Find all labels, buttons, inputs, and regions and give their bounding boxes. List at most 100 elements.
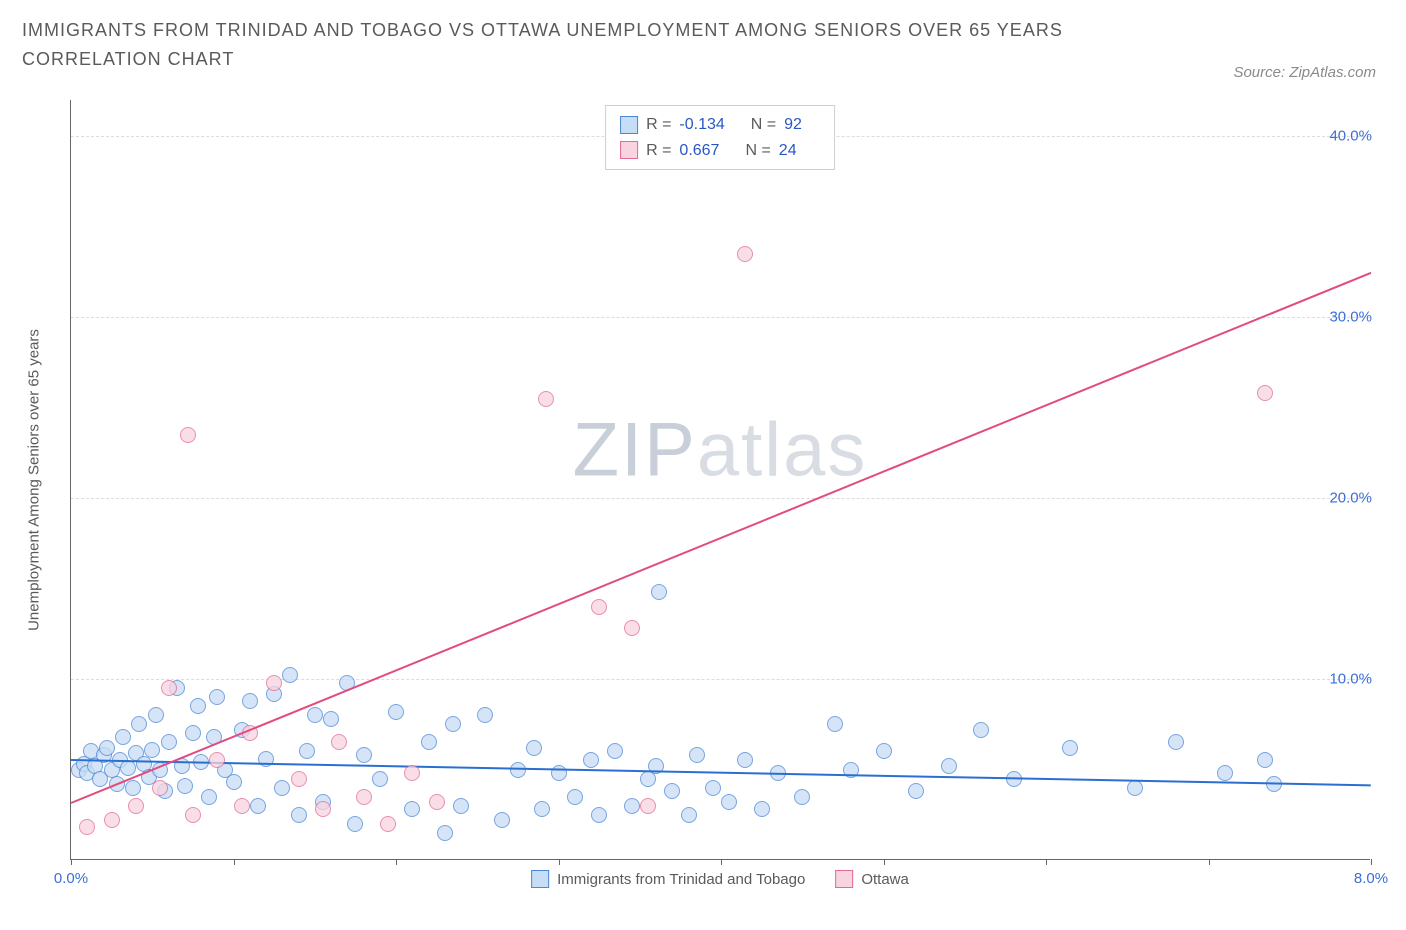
point-blue [274, 780, 290, 796]
point-blue [177, 778, 193, 794]
point-pink [538, 391, 554, 407]
x-tick-mark [721, 859, 722, 865]
legend-row-pink: R = 0.667 N = 24 [620, 138, 820, 164]
chart-area: ZIPatlas Unemployment Among Seniors over… [70, 100, 1370, 860]
point-blue [209, 689, 225, 705]
point-blue [721, 794, 737, 810]
x-tick-label: 0.0% [54, 870, 88, 887]
point-blue [591, 807, 607, 823]
point-blue [689, 747, 705, 763]
point-blue [876, 743, 892, 759]
point-blue [226, 774, 242, 790]
point-blue [250, 798, 266, 814]
point-pink [291, 771, 307, 787]
point-blue [161, 734, 177, 750]
point-blue [754, 801, 770, 817]
trendline-blue [71, 759, 1371, 786]
point-blue [827, 716, 843, 732]
point-pink [356, 789, 372, 805]
point-blue [421, 734, 437, 750]
point-blue [534, 801, 550, 817]
point-blue [148, 707, 164, 723]
point-blue [651, 584, 667, 600]
swatch-pink-icon [835, 870, 853, 888]
point-blue [1168, 734, 1184, 750]
legend-series: Immigrants from Trinidad and Tobago Otta… [531, 870, 909, 888]
point-pink [266, 675, 282, 691]
point-blue [404, 801, 420, 817]
point-blue [445, 716, 461, 732]
gridline [71, 498, 1370, 499]
point-blue [494, 812, 510, 828]
point-pink [161, 680, 177, 696]
point-pink [624, 620, 640, 636]
point-blue [607, 743, 623, 759]
point-blue [144, 742, 160, 758]
legend-stats: R = -0.134 N = 92 R = 0.667 N = 24 [605, 105, 835, 170]
point-blue [347, 816, 363, 832]
point-pink [380, 816, 396, 832]
point-blue [1062, 740, 1078, 756]
point-blue [115, 729, 131, 745]
point-blue [477, 707, 493, 723]
point-blue [526, 740, 542, 756]
legend-item-pink: Ottawa [835, 870, 909, 888]
point-blue [291, 807, 307, 823]
legend-item-blue: Immigrants from Trinidad and Tobago [531, 870, 805, 888]
gridline [71, 317, 1370, 318]
point-pink [128, 798, 144, 814]
point-blue [1127, 780, 1143, 796]
x-tick-mark [234, 859, 235, 865]
point-blue [190, 698, 206, 714]
point-blue [323, 711, 339, 727]
x-tick-mark [884, 859, 885, 865]
point-blue [973, 722, 989, 738]
point-blue [567, 789, 583, 805]
swatch-pink [620, 141, 638, 159]
swatch-blue [620, 116, 638, 134]
plot-region: 10.0%20.0%30.0%40.0%0.0%8.0% [70, 100, 1370, 860]
x-tick-mark [1209, 859, 1210, 865]
point-blue [99, 740, 115, 756]
point-blue [737, 752, 753, 768]
x-tick-mark [71, 859, 72, 865]
point-pink [152, 780, 168, 796]
point-pink [737, 246, 753, 262]
point-pink [404, 765, 420, 781]
x-tick-mark [1371, 859, 1372, 865]
point-pink [79, 819, 95, 835]
y-tick-label: 40.0% [1329, 128, 1372, 145]
point-pink [180, 427, 196, 443]
legend-row-blue: R = -0.134 N = 92 [620, 112, 820, 138]
trendline-pink [71, 272, 1372, 804]
x-tick-mark [1046, 859, 1047, 865]
point-blue [1257, 752, 1273, 768]
point-blue [908, 783, 924, 799]
point-blue [794, 789, 810, 805]
x-tick-label: 8.0% [1354, 870, 1388, 887]
point-blue [681, 807, 697, 823]
source-label: Source: ZipAtlas.com [1233, 64, 1376, 81]
point-blue [185, 725, 201, 741]
y-tick-label: 10.0% [1329, 671, 1372, 688]
point-pink [209, 752, 225, 768]
point-pink [1257, 385, 1273, 401]
y-axis-label: Unemployment Among Seniors over 65 years [26, 329, 43, 631]
point-blue [242, 693, 258, 709]
point-blue [307, 707, 323, 723]
y-tick-label: 30.0% [1329, 309, 1372, 326]
point-blue [356, 747, 372, 763]
point-blue [941, 758, 957, 774]
y-tick-label: 20.0% [1329, 490, 1372, 507]
point-blue [282, 667, 298, 683]
point-blue [453, 798, 469, 814]
chart-title: IMMIGRANTS FROM TRINIDAD AND TOBAGO VS O… [22, 16, 1072, 74]
point-pink [104, 812, 120, 828]
point-blue [624, 798, 640, 814]
x-tick-mark [559, 859, 560, 865]
point-pink [591, 599, 607, 615]
point-blue [437, 825, 453, 841]
point-blue [201, 789, 217, 805]
point-pink [331, 734, 347, 750]
point-blue [131, 716, 147, 732]
